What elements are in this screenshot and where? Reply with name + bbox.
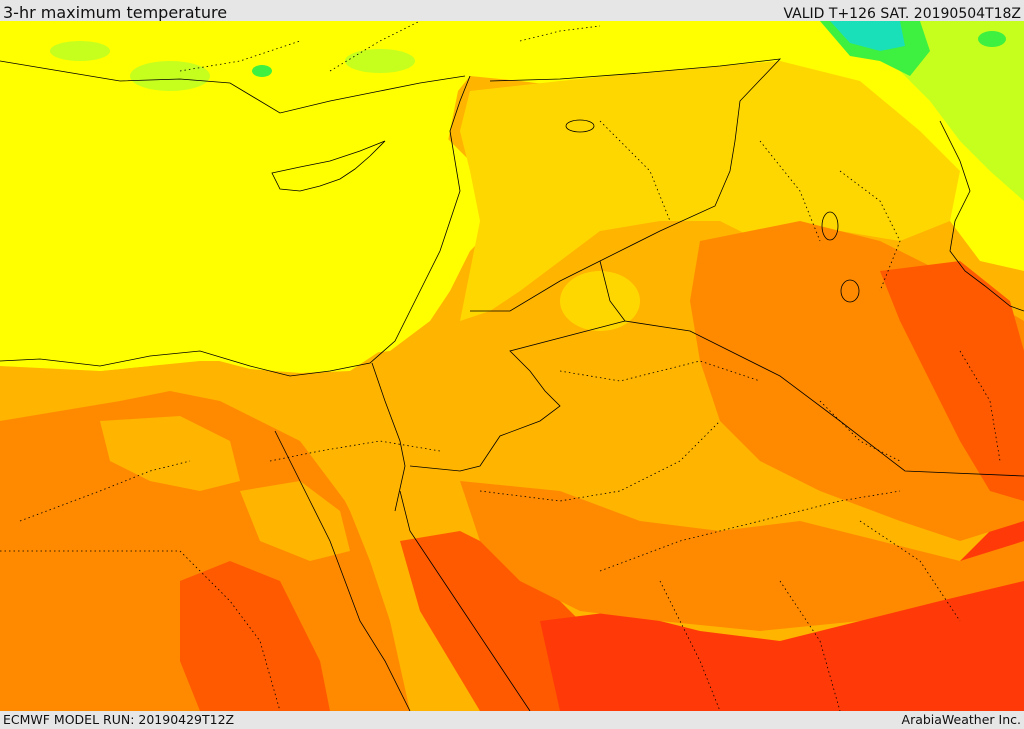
field-jordan-pocket [560,271,640,331]
province-lines [0,21,1001,711]
lake-razazza [840,279,860,303]
temperature-map [0,21,1024,711]
field-mediterranean [0,71,460,373]
coastline-red-sea-east [399,490,531,711]
map-title: 3-hr maximum temperature [3,3,228,22]
field-sinai [300,376,410,531]
field-egypt [0,391,410,711]
field-ne-cyan [830,21,905,51]
coastline-levant [0,75,471,377]
field-egypt-light-1 [100,416,240,491]
field-syria-pocket [620,131,700,171]
field-green-spot-3 [345,49,415,73]
field-gulf-dark [880,261,1024,501]
credit-label: ArabiaWeather Inc. [901,712,1021,727]
field-green-spot-1 [978,31,1006,47]
lake-tharthar [821,211,839,241]
header-bar [0,0,1024,22]
field-egypt-light-2 [240,481,350,561]
field-green-spot-5 [50,41,110,61]
cyprus-island [271,140,386,192]
model-run-label: ECMWF MODEL RUN: 20190429T12Z [3,712,235,727]
field-green-spot-4 [252,65,272,77]
coastline-turkey [0,60,466,114]
field-green-spot-2 [130,61,210,91]
border-syria-iraq [470,58,782,312]
field-arabia-red [540,501,1024,711]
coastline-gulf [939,120,1024,312]
field-green-spot-6 [980,123,1020,159]
field-levant [460,61,960,321]
field-egypt-dark [180,561,330,711]
lake-assad [565,119,595,133]
border-egypt-israel [371,362,406,512]
border-jordan [599,260,1024,477]
valid-time-label: VALID T+126 SAT. 20190504T18Z [783,6,1021,22]
coastline-red-sea-west [274,430,411,711]
footer-bar [0,711,1024,729]
border-saudi-jordan [409,320,626,472]
field-central-arabia [460,481,1024,631]
